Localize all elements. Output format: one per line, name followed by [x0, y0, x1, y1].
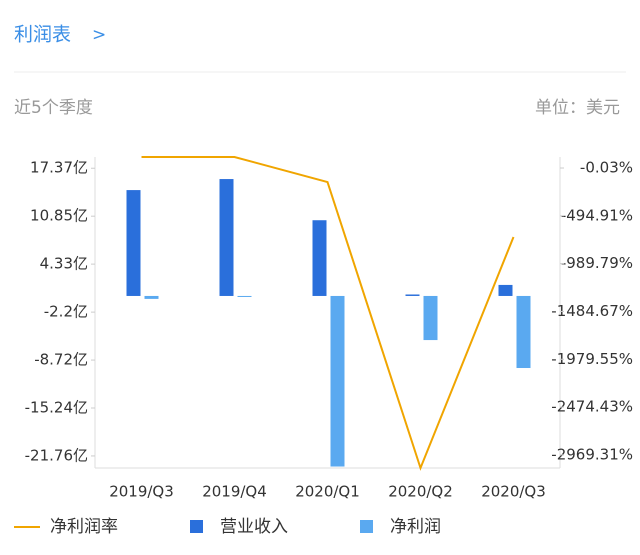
- y2-tick-label: -2969.31%: [551, 445, 633, 463]
- line: [141, 156, 515, 471]
- y-tick-label: 4.33亿: [40, 255, 88, 273]
- period-label: 近5个季度: [14, 98, 93, 118]
- y2-tick-label: -494.91%: [561, 206, 633, 224]
- bar: [516, 295, 531, 369]
- y-tick-label: -15.24亿: [25, 399, 88, 417]
- y2-tick-label: -1979.55%: [551, 350, 633, 368]
- chevron[interactable]: >: [92, 25, 106, 45]
- y-tick-label: -2.2亿: [44, 303, 88, 321]
- bar: [405, 294, 420, 296]
- bar: [126, 190, 141, 296]
- legend-label: 营业收入: [220, 517, 288, 537]
- bar: [312, 220, 327, 296]
- bar: [219, 179, 234, 296]
- y-tick-label: -8.72亿: [34, 351, 88, 369]
- x-tick-label: 2020/Q1: [295, 483, 360, 501]
- y2-tick-label: -1484.67%: [551, 302, 633, 320]
- x-tick-label: 2019/Q3: [109, 483, 174, 501]
- legend-label: 净利润: [390, 517, 441, 537]
- bar: [498, 284, 513, 296]
- x-tick-label: 2020/Q3: [481, 483, 546, 501]
- bar: [330, 295, 345, 467]
- bar: [144, 295, 159, 299]
- x-tick-label: 2020/Q2: [388, 483, 453, 501]
- y2-tick-label: -2474.43%: [551, 398, 633, 416]
- y2-tick-label: -0.03%: [580, 159, 633, 177]
- y-tick-label: 17.37亿: [30, 159, 88, 177]
- x-tick-label: 2019/Q4: [202, 483, 267, 501]
- unit-label: 单位：美元: [535, 98, 620, 118]
- section-title[interactable]: 利润表: [14, 24, 71, 46]
- bar: [237, 295, 252, 297]
- legend-swatch: [360, 520, 373, 533]
- y2-tick-label: -989.79%: [561, 254, 633, 272]
- legend-swatch: [190, 520, 203, 533]
- y-tick-label: 10.85亿: [30, 207, 88, 225]
- bar: [423, 295, 438, 341]
- y-tick-label: -21.76亿: [25, 446, 88, 464]
- legend-label: 净利润率: [50, 517, 118, 537]
